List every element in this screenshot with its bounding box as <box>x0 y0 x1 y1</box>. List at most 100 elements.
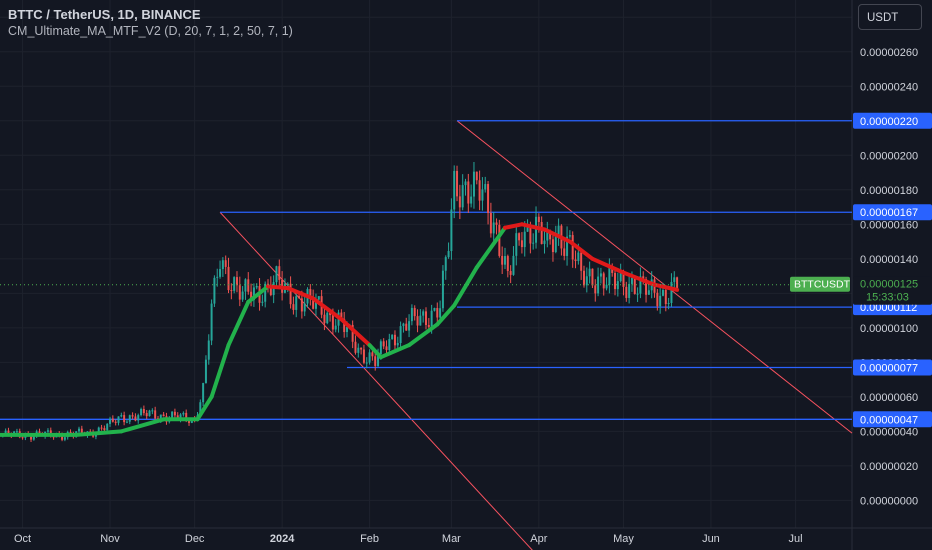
symbol-tag <box>790 276 850 292</box>
channel-line <box>219 211 533 550</box>
candle-body <box>252 287 255 301</box>
candle-body <box>351 324 354 342</box>
level-price-label: 0.00000047 <box>860 414 918 426</box>
y-tick-label: 0.00000100 <box>860 323 918 335</box>
y-tick-label: 0.00000020 <box>860 461 918 473</box>
y-tick-label: 0.00000200 <box>860 150 918 162</box>
indicator-legend[interactable]: CM_Ultimate_MA_MTF_V2 (D, 20, 7, 1, 2, 5… <box>8 24 293 38</box>
candle-body <box>100 427 103 429</box>
candle-body <box>269 284 272 296</box>
ma-segment <box>567 239 595 261</box>
candle-body <box>140 408 143 416</box>
candle-body <box>410 307 413 322</box>
candle-body <box>137 415 140 421</box>
candle-body <box>80 428 83 434</box>
candle-body <box>673 277 676 282</box>
candle-body <box>543 240 546 244</box>
candle-body <box>142 408 145 414</box>
candle-body <box>30 435 33 440</box>
candle-body <box>667 302 670 305</box>
candle-body <box>450 209 453 252</box>
candle-body <box>371 352 374 357</box>
candle-body <box>292 304 295 310</box>
candle-body <box>303 303 306 312</box>
y-tick-label: 0.00000260 <box>860 47 918 59</box>
candle-body <box>365 362 368 364</box>
candle-body <box>549 230 552 240</box>
candle-body <box>377 354 380 366</box>
candle-body <box>453 170 456 210</box>
x-tick-label: Apr <box>530 533 547 545</box>
currency-button[interactable]: USDT <box>858 4 922 30</box>
ma-segment <box>311 296 344 322</box>
y-tick-label: 0.00000180 <box>860 185 918 197</box>
candle-body <box>396 343 399 346</box>
candle-body <box>577 252 580 261</box>
ma-segment <box>542 227 572 244</box>
candle-body <box>331 315 334 330</box>
candle-body <box>605 284 608 289</box>
candle-body <box>230 290 233 292</box>
candle-body <box>312 297 315 309</box>
candle-body <box>441 270 444 309</box>
candle-body <box>425 311 427 325</box>
candle-body <box>563 248 566 256</box>
candle-body <box>238 285 241 300</box>
ma-segment <box>119 417 166 434</box>
candle-body <box>566 236 569 256</box>
candle-body <box>439 308 442 318</box>
candle-body <box>154 410 157 419</box>
candle-body <box>402 323 405 327</box>
candle-body <box>21 437 24 439</box>
candle-body <box>470 196 473 204</box>
y-tick-label: 0.00000140 <box>860 254 918 266</box>
candle-body <box>433 308 436 311</box>
candle-body <box>464 181 467 186</box>
candle-body <box>416 316 419 326</box>
candle-body <box>275 266 278 283</box>
candle-body <box>628 283 631 298</box>
x-tick-label: 2024 <box>270 533 295 545</box>
candle-body <box>622 271 625 287</box>
candle-body <box>247 279 250 292</box>
candle-body <box>405 323 408 331</box>
candle-body <box>391 334 394 340</box>
candle-body <box>346 327 349 333</box>
ma-segment <box>621 270 657 287</box>
candle-body <box>77 428 80 432</box>
level-price-label: 0.00000077 <box>860 363 918 375</box>
candle-body <box>492 222 495 234</box>
candle-body <box>670 281 673 303</box>
candle-body <box>114 421 117 423</box>
candle-body <box>512 255 515 275</box>
candle-body <box>625 286 628 298</box>
candle-body <box>159 414 162 421</box>
candle-body <box>61 434 64 440</box>
level-price-tag <box>853 411 932 428</box>
ma-segment <box>519 222 547 232</box>
candle-body <box>399 326 402 344</box>
candle-body <box>447 251 450 258</box>
candle-body <box>456 170 459 197</box>
candle-body <box>636 293 639 295</box>
candle-body <box>241 291 244 300</box>
candle-body <box>619 271 622 282</box>
candle-body <box>484 184 487 190</box>
candle-body <box>661 289 664 296</box>
level-price-label: 0.00000220 <box>860 116 918 128</box>
candle-body <box>340 312 343 319</box>
candle-body <box>427 324 430 327</box>
symbol-title[interactable]: BTTC / TetherUS, 1D, BINANCE <box>8 7 201 22</box>
candle-body <box>430 310 433 327</box>
candle-body <box>244 279 247 292</box>
candle-body <box>526 224 529 232</box>
candle-body <box>616 281 619 290</box>
candle-body <box>374 356 377 366</box>
candle-body <box>227 266 230 291</box>
ma-segment <box>407 322 440 348</box>
candle-body <box>106 423 109 431</box>
candle-body <box>602 273 605 289</box>
candle-body <box>32 436 35 440</box>
x-tick-label: Jun <box>702 533 720 545</box>
